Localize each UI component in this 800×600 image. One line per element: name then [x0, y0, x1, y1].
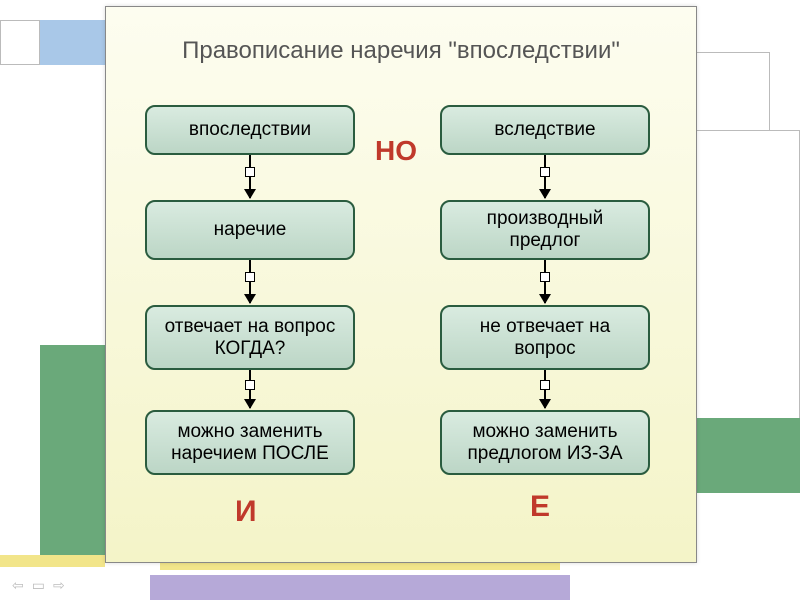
ending-left: И [235, 495, 257, 529]
flow-arrow [249, 370, 251, 408]
decor-rect [40, 20, 105, 65]
flow-node: производный предлог [440, 200, 650, 260]
nav-next-icon[interactable]: ⇨ [53, 577, 65, 594]
decor-rect [150, 575, 570, 600]
decor-rect [0, 555, 105, 567]
flow-node: не отвечает на вопрос [440, 305, 650, 370]
nav-controls: ⇦ ▭ ⇨ [12, 577, 65, 594]
flow-arrow [249, 155, 251, 198]
flow-node: отвечает на вопрос КОГДА? [145, 305, 355, 370]
decor-rect [695, 52, 770, 132]
decor-rect [0, 20, 40, 65]
nav-prev-icon[interactable]: ⇦ [12, 577, 24, 594]
ending-right: Е [530, 490, 550, 524]
flow-node: можно заменить наречием ПОСЛЕ [145, 410, 355, 475]
flow-node: можно заменить предлогом ИЗ-ЗА [440, 410, 650, 475]
decor-rect [40, 345, 105, 555]
flow-arrow [249, 260, 251, 303]
decor-rect [695, 130, 800, 420]
page-title: Правописание наречия "впоследствии" [106, 37, 696, 65]
flow-node: вследствие [440, 105, 650, 155]
connector-word: НО [375, 135, 417, 167]
decor-rect [695, 418, 800, 493]
main-panel: Правописание наречия "впоследствии" [105, 6, 697, 563]
flow-arrow [544, 370, 546, 408]
nav-menu-icon[interactable]: ▭ [32, 577, 45, 594]
flow-arrow [544, 260, 546, 303]
flow-node: впоследствии [145, 105, 355, 155]
flow-arrow [544, 155, 546, 198]
flow-node: наречие [145, 200, 355, 260]
